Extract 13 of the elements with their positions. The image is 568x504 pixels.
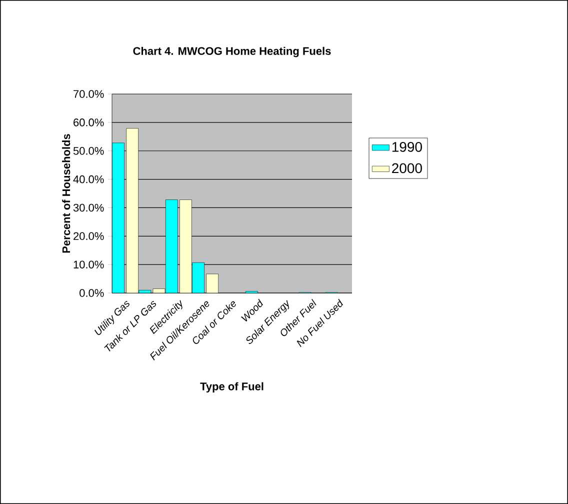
y-tick-label: 60.0% xyxy=(74,118,104,126)
y-tick-label: 0.0% xyxy=(80,289,104,297)
y-tick-label: 40.0% xyxy=(73,175,104,184)
legend-label: 2000 xyxy=(392,163,422,174)
chart-title: Chart 4. MWCOG Home Heating Fuels xyxy=(133,46,331,58)
y-tick-label: 20.0% xyxy=(74,232,104,240)
legend-label: 1990 xyxy=(392,142,422,152)
x-axis-title: Type of Fuel xyxy=(200,382,264,392)
y-tick-label: 10.0% xyxy=(74,260,104,268)
y-tick-label: 70.0% xyxy=(74,90,104,98)
y-tick-label: 50.0% xyxy=(73,146,104,155)
y-tick-label: 30.0% xyxy=(73,204,104,212)
y-axis-title: Percent of Households xyxy=(62,134,70,253)
